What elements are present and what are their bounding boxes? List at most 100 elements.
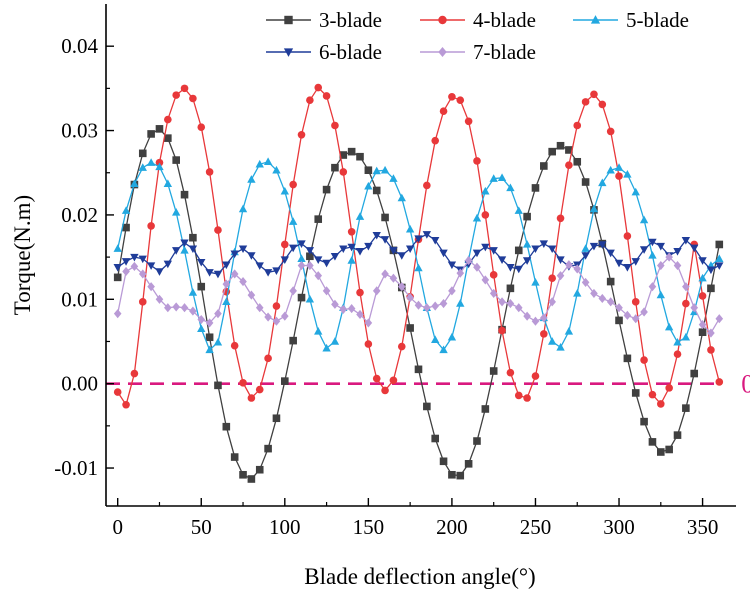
data-point-4-blade	[130, 369, 139, 378]
data-point-7-blade	[514, 303, 523, 313]
data-point-6-blade	[422, 231, 432, 239]
data-point-7-blade	[255, 303, 264, 313]
data-point-7-blade	[122, 266, 130, 277]
data-point-6-blade	[715, 262, 724, 270]
data-point-5-blade	[389, 174, 398, 182]
data-point-5-blade	[556, 343, 565, 351]
data-point-6-blade	[155, 268, 164, 276]
data-point-7-blade	[281, 311, 289, 321]
data-point-5-blade	[472, 213, 482, 222]
data-point-3-blade	[665, 445, 673, 454]
data-point-5-blade	[698, 273, 707, 282]
data-point-3-blade	[289, 336, 297, 345]
data-point-3-blade	[565, 146, 573, 154]
data-point-5-blade	[456, 299, 465, 307]
data-point-7-blade	[289, 286, 297, 296]
data-point-4-blade	[531, 372, 540, 380]
data-point-4-blade	[147, 222, 155, 230]
data-point-6-blade	[364, 242, 373, 251]
data-point-6-blade	[222, 261, 231, 270]
data-point-3-blade	[239, 470, 247, 479]
data-point-3-blade	[147, 130, 155, 138]
legend-marker	[438, 15, 447, 25]
data-point-6-blade	[489, 247, 498, 255]
data-point-6-blade	[288, 244, 298, 253]
data-point-3-blade	[523, 212, 531, 221]
series-4-blade	[113, 83, 724, 409]
legend-label: 5-blade	[626, 8, 689, 32]
data-point-6-blade	[255, 262, 264, 270]
data-point-3-blade	[715, 240, 724, 249]
data-point-3-blade	[197, 282, 206, 291]
x-tick-label: 350	[687, 515, 719, 539]
data-point-6-blade	[339, 245, 348, 254]
data-point-7-blade	[331, 299, 339, 309]
data-point-7-blade	[414, 300, 423, 310]
data-point-3-blade	[189, 233, 197, 242]
data-point-5-blade	[573, 289, 582, 297]
data-point-4-blade	[514, 391, 523, 400]
data-point-6-blade	[598, 241, 607, 249]
data-point-7-blade	[381, 269, 389, 279]
data-point-6-blade	[589, 242, 599, 251]
data-point-6-blade	[389, 247, 398, 255]
data-point-4-blade	[431, 136, 440, 145]
data-point-3-blade	[414, 365, 423, 374]
data-point-6-blade	[272, 267, 281, 275]
data-point-6-blade	[648, 238, 657, 247]
data-point-7-blade	[648, 282, 657, 292]
data-point-5-blade	[288, 217, 298, 225]
data-point-4-blade	[565, 161, 573, 169]
data-point-7-blade	[130, 261, 139, 271]
legend: 3-blade 4-blade 5-blade 6-blade 7-blade	[266, 8, 689, 64]
data-point-3-blade	[423, 402, 431, 411]
data-point-6-blade	[380, 236, 390, 244]
data-point-7-blade	[205, 318, 214, 328]
data-point-5-blade	[489, 174, 498, 182]
data-point-3-blade	[222, 422, 231, 431]
data-point-5-blade	[522, 240, 532, 248]
data-point-3-blade	[331, 163, 339, 172]
data-point-4-blade	[506, 368, 515, 377]
data-point-4-blade	[698, 292, 707, 300]
data-point-5-blade	[414, 263, 423, 272]
data-point-4-blade	[347, 227, 356, 236]
data-point-4-blade	[281, 240, 289, 249]
y-tick-label: 0.00	[61, 372, 98, 396]
data-point-3-blade	[214, 381, 222, 390]
data-point-4-blade	[230, 341, 239, 350]
data-point-4-blade	[397, 342, 406, 351]
data-point-3-blade	[657, 448, 665, 456]
data-point-3-blade	[640, 417, 648, 426]
data-point-7-blade	[272, 316, 281, 326]
data-point-6-blade	[631, 258, 640, 266]
data-point-6-blade	[548, 245, 557, 254]
data-point-3-blade	[439, 457, 448, 466]
data-point-6-blade	[539, 240, 549, 248]
data-point-7-blade	[581, 277, 590, 287]
data-point-5-blade	[606, 165, 615, 174]
data-point-7-blade	[606, 297, 615, 307]
data-point-7-blade	[590, 288, 598, 298]
data-point-5-blade	[506, 183, 515, 192]
data-point-7-blade	[498, 297, 506, 307]
data-point-7-blade	[155, 294, 164, 304]
data-point-7-blade	[113, 309, 122, 319]
data-point-3-blade	[314, 215, 323, 223]
data-point-7-blade	[172, 302, 180, 312]
data-point-6-blade	[305, 247, 315, 255]
data-point-5-blade	[113, 244, 122, 252]
data-point-5-blade	[272, 165, 281, 174]
data-point-4-blade	[239, 379, 247, 387]
data-point-6-blade	[205, 269, 214, 277]
data-point-5-blade	[715, 254, 724, 263]
data-point-5-blade	[138, 163, 147, 171]
data-point-3-blade	[381, 213, 389, 222]
data-point-4-blade	[473, 157, 481, 165]
data-point-5-blade	[364, 181, 373, 190]
data-point-6-blade	[297, 240, 306, 248]
data-point-4-blade	[439, 107, 448, 115]
data-point-3-blade	[255, 465, 264, 474]
data-point-3-blade	[673, 431, 682, 439]
data-point-4-blade	[573, 121, 582, 130]
